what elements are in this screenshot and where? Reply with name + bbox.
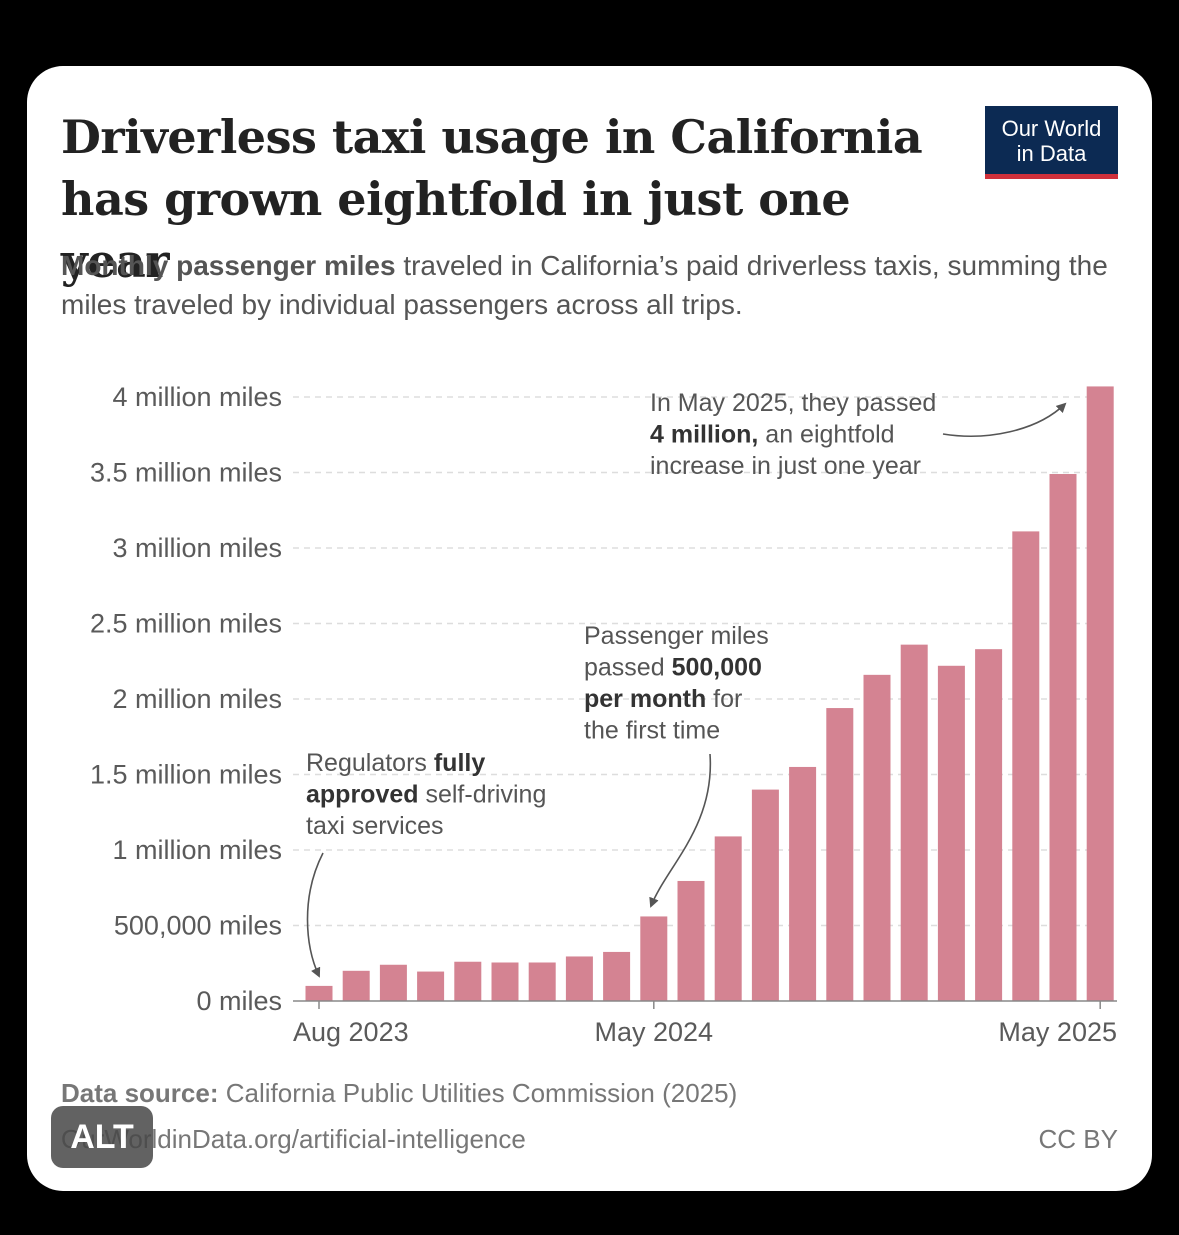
bar	[863, 674, 891, 1001]
y-tick-label: 4 million miles	[112, 382, 282, 412]
annotation-span: an eightfold	[758, 421, 894, 449]
y-tick-label: 3 million miles	[112, 533, 282, 563]
bar	[937, 665, 965, 1001]
annotation-text: approved self-driving	[306, 781, 546, 809]
license-link[interactable]: CC BY	[1038, 1124, 1118, 1154]
bar	[1012, 531, 1040, 1001]
annotation-text: taxi services	[306, 812, 444, 840]
bar	[491, 962, 519, 1001]
annotation-span: Passenger miles	[584, 622, 769, 650]
y-tick-label: 0 miles	[196, 986, 282, 1016]
logo-line-2: in Data	[1016, 141, 1087, 166]
bar	[342, 970, 370, 1001]
annotation-span: increase in just one year	[650, 452, 921, 480]
y-tick-label: 3.5 million miles	[90, 458, 282, 488]
annotation-arrow	[649, 753, 712, 908]
annotation-span: 500,000	[672, 654, 762, 682]
chart-card: Driverless taxi usage in California has …	[27, 66, 1152, 1191]
bar	[1049, 474, 1077, 1001]
bar	[454, 961, 482, 1001]
x-tick-label: May 2025	[998, 1017, 1117, 1047]
bar	[975, 649, 1003, 1001]
bar	[900, 644, 928, 1001]
annotation-text: passed 500,000	[584, 654, 762, 682]
annotation-text: per month for	[584, 685, 742, 713]
y-tick-label: 2 million miles	[112, 684, 282, 714]
bar-chart: 0 miles 500,000 miles 1 million miles 1.5 m…	[90, 382, 1117, 1047]
y-tick-label: 1.5 million miles	[90, 760, 282, 790]
annotation-text: increase in just one year	[650, 452, 921, 480]
bar	[565, 956, 593, 1001]
annotation-span: passed	[584, 654, 672, 682]
y-tick-label: 2.5 million miles	[90, 609, 282, 639]
data-source-label: Data source:	[61, 1078, 219, 1108]
annotation-span: approved	[306, 781, 419, 809]
annotation-text: 4 million, an eightfold	[650, 421, 895, 449]
annotation-text: Passenger miles	[584, 622, 769, 650]
bar	[305, 985, 333, 1001]
x-tick-label: Aug 2023	[293, 1017, 409, 1047]
y-tick-label: 500,000 miles	[114, 911, 282, 941]
annotation-span: In May 2025, they passed	[650, 389, 936, 417]
annotation-span: for	[706, 685, 742, 713]
x-tick-label: May 2024	[595, 1017, 714, 1047]
bar	[789, 766, 817, 1001]
y-tick-label: 1 million miles	[112, 835, 282, 865]
bar	[640, 916, 668, 1001]
chart-title: Driverless taxi usage in California has …	[61, 110, 923, 288]
annotation-arrow	[306, 852, 324, 978]
subtitle-rest: traveled in California’s paid driverless…	[61, 250, 1108, 320]
bar	[1086, 386, 1114, 1001]
annotation-text: In May 2025, they passed	[650, 389, 936, 417]
data-source-text: California Public Utilities Commission (…	[218, 1078, 738, 1108]
bar	[714, 836, 742, 1001]
bar	[379, 964, 407, 1001]
bar	[826, 708, 854, 1001]
annotation-span: 4 million,	[650, 421, 758, 449]
owid-logo[interactable]: Our World in Data	[985, 106, 1118, 179]
bar	[603, 951, 631, 1001]
alt-text-button[interactable]: ALT	[51, 1106, 153, 1168]
bar	[677, 880, 705, 1001]
chart-subtitle: Monthly passenger miles traveled in Cali…	[61, 246, 1121, 324]
subtitle-bold: Monthly passenger miles	[61, 250, 396, 281]
annotation-text: the first time	[584, 717, 720, 745]
bar	[528, 962, 556, 1001]
annotation-span: taxi services	[306, 812, 444, 840]
annotation-arrow	[942, 402, 1067, 437]
annotation-span: the first time	[584, 717, 720, 745]
annotation-text: Regulators fully	[306, 749, 485, 777]
logo-line-1: Our World	[1001, 116, 1102, 141]
annotation-span: self-driving	[419, 781, 547, 809]
annotation-span: per month	[584, 685, 706, 713]
bar	[417, 971, 445, 1001]
data-source: Data source: California Public Utilities…	[61, 1078, 737, 1109]
bar	[751, 789, 779, 1001]
annotation-span: Regulators	[306, 749, 434, 777]
annotation-span: fully	[434, 749, 485, 777]
